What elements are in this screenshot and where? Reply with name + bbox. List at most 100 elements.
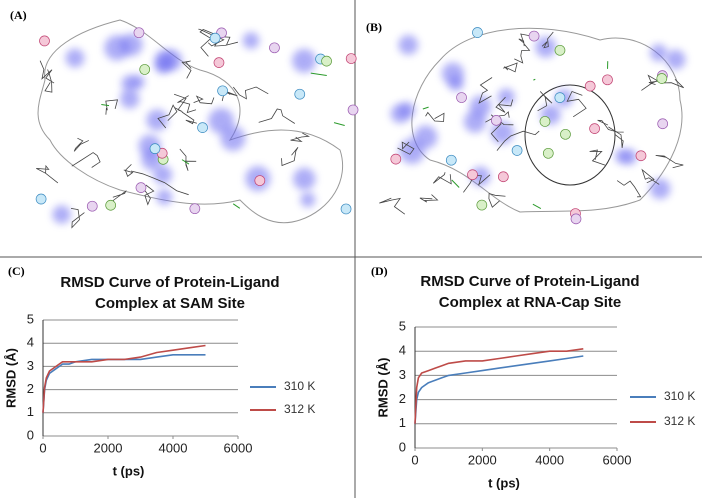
y-tick-label: 0	[399, 439, 406, 454]
bond	[608, 126, 624, 148]
residue	[539, 116, 551, 127]
hydrophobic-blob	[665, 49, 686, 70]
hydrophobic-blob	[292, 48, 317, 73]
y-tick-label: 3	[399, 367, 406, 382]
hydrophobic-blob	[293, 167, 316, 191]
bond	[641, 168, 660, 185]
bond	[144, 184, 155, 206]
residue	[340, 203, 352, 215]
residue	[554, 44, 566, 56]
bond	[419, 194, 439, 203]
residue	[347, 104, 359, 116]
residue	[345, 53, 357, 64]
data-line	[414, 348, 584, 424]
y-axis-label: RMSD (Å)	[3, 348, 18, 408]
residue	[197, 122, 208, 134]
residue	[657, 118, 669, 130]
bond	[177, 95, 197, 114]
macrocycle	[524, 84, 616, 186]
residue	[390, 153, 402, 165]
bond	[537, 91, 553, 112]
h-bond	[333, 122, 345, 126]
bond	[123, 164, 134, 177]
hydrophobic-blob	[156, 189, 173, 205]
hydrophobic-blob	[649, 178, 671, 199]
legend-label: 312 K	[664, 414, 695, 428]
legend-label: 310 K	[664, 389, 695, 403]
h-bond	[451, 179, 460, 188]
hydrophobic-blob	[463, 110, 487, 133]
hydrophobic-blob	[650, 44, 668, 62]
residue	[209, 32, 221, 44]
bond	[173, 93, 187, 112]
residue	[554, 92, 566, 103]
residue	[213, 57, 225, 68]
residue	[602, 74, 613, 86]
residue	[472, 27, 483, 38]
residue	[528, 30, 540, 42]
y-tick-label: 5	[399, 318, 406, 333]
chart-title: RMSD Curve of Protein-Ligand	[420, 273, 639, 290]
residue	[560, 128, 571, 140]
residue	[269, 42, 280, 54]
x-tick-label: 6000	[224, 440, 253, 455]
bond	[397, 141, 415, 155]
hydrophobic-blob	[65, 48, 85, 68]
residue	[570, 213, 582, 225]
pocket-outline	[37, 19, 344, 224]
x-tick-label: 2000	[468, 452, 497, 467]
y-tick-label: 3	[27, 358, 34, 373]
residue	[542, 147, 554, 159]
bond	[36, 164, 59, 184]
hydrophobic-blob	[121, 75, 138, 92]
bond	[425, 111, 445, 122]
residue	[321, 55, 332, 67]
residue	[467, 169, 478, 181]
residue	[86, 200, 98, 212]
bond	[44, 69, 53, 93]
bond	[73, 137, 89, 152]
residue	[139, 64, 151, 75]
bond	[514, 44, 531, 64]
h-bond	[101, 103, 110, 107]
bond	[232, 86, 269, 100]
bond	[655, 155, 684, 169]
bond	[616, 180, 642, 198]
bond	[432, 172, 452, 185]
residue	[35, 193, 47, 205]
h-bond	[533, 78, 536, 81]
y-axis-label: RMSD (Å)	[375, 358, 390, 418]
y-tick-label: 2	[27, 381, 34, 396]
residue	[217, 85, 228, 97]
panel-label: (B)	[366, 20, 382, 34]
h-bond	[310, 72, 327, 76]
residue	[254, 175, 266, 186]
y-tick-label: 1	[399, 415, 406, 430]
bond	[181, 60, 192, 79]
bond	[179, 148, 197, 171]
bond	[541, 31, 554, 49]
interaction-diagram	[379, 27, 686, 225]
residue	[294, 88, 306, 100]
hydrophobic-blob	[153, 165, 173, 185]
bond	[290, 132, 311, 142]
x-axis-label: t (ps)	[113, 463, 145, 478]
bond	[199, 29, 216, 57]
h-bond	[181, 159, 190, 165]
y-tick-label: 0	[27, 427, 34, 442]
bond	[495, 96, 514, 113]
h-bond	[532, 203, 542, 209]
data-line	[42, 354, 206, 413]
hydrophobic-blob	[621, 149, 638, 165]
bond	[193, 95, 215, 105]
residue	[635, 150, 647, 162]
data-line	[42, 344, 206, 413]
hydrophobic-blob	[300, 192, 316, 208]
residue	[584, 80, 596, 92]
residue	[589, 123, 600, 134]
bond	[597, 119, 624, 133]
y-tick-label: 5	[27, 311, 34, 326]
bond	[647, 74, 684, 89]
bond	[281, 147, 299, 167]
chart-title: Complex at RNA-Cap Site	[439, 294, 622, 311]
